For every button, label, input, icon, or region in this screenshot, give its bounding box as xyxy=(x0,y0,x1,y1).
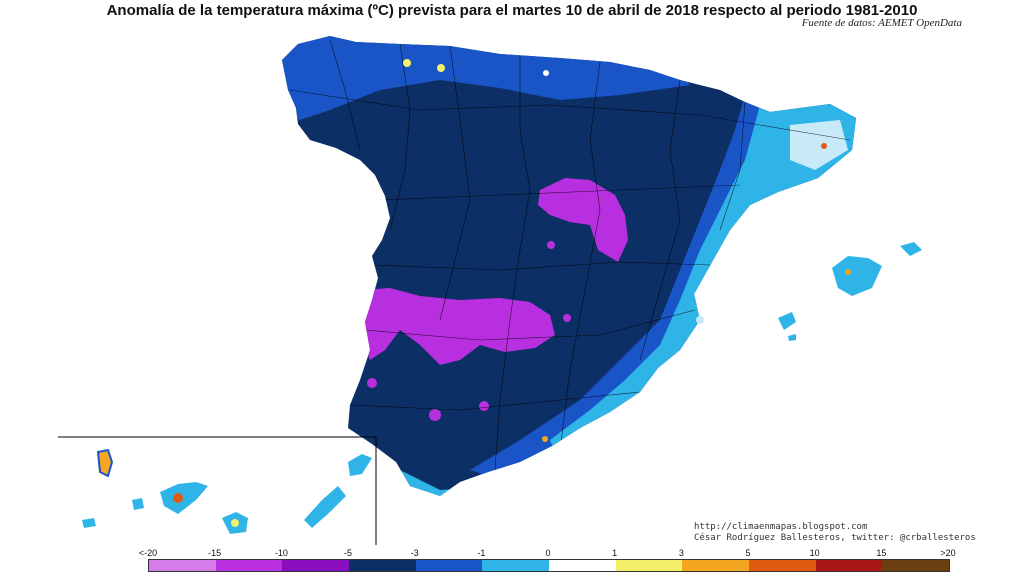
legend-swatch xyxy=(615,560,683,571)
balearic-islands xyxy=(778,242,922,341)
legend-swatch xyxy=(549,560,616,571)
tenerife xyxy=(160,482,208,514)
legend-label: >20 xyxy=(940,548,956,558)
legend-swatch xyxy=(882,560,950,571)
legend-labels: <-20 -15 -10 -5 -3 -1 0 1 3 5 10 15 >20 xyxy=(139,548,956,558)
legend-label: 0 xyxy=(545,548,551,558)
credits: http://climaenmapas.blogspot.com César R… xyxy=(694,522,976,544)
legend-label: -15 xyxy=(208,548,222,558)
legend-swatch xyxy=(282,560,350,571)
color-legend: <-20 -15 -10 -5 -3 -1 0 1 3 5 10 15 >20 xyxy=(139,548,956,574)
legend-label: -5 xyxy=(343,548,353,558)
legend-swatch xyxy=(215,560,283,571)
legend-label: 15 xyxy=(876,548,887,558)
ibiza xyxy=(778,312,796,330)
mallorca xyxy=(832,256,882,296)
lanzarote xyxy=(348,454,372,476)
legend-swatch xyxy=(349,560,416,571)
central-magenta-zone xyxy=(538,178,628,262)
canary-islands-inset xyxy=(58,436,377,545)
la-palma xyxy=(96,448,114,478)
legend-label: 5 xyxy=(745,548,751,558)
iberian-peninsula xyxy=(282,36,856,496)
credits-author: César Rodríguez Ballesteros, twitter: @c… xyxy=(694,533,976,543)
la-gomera xyxy=(132,498,144,510)
fuerteventura xyxy=(304,486,346,528)
legend-swatch xyxy=(149,560,216,571)
legend-label: <-20 xyxy=(138,548,158,558)
catalonia-light-zone xyxy=(790,120,848,170)
legend-swatch xyxy=(815,560,883,571)
legend-label: -10 xyxy=(274,548,288,558)
el-hierro xyxy=(82,518,96,528)
legend-label: 3 xyxy=(678,548,684,558)
southwest-magenta-zone xyxy=(360,288,555,365)
warm-spots xyxy=(403,59,827,442)
legend-label: -3 xyxy=(410,548,419,558)
legend-swatch xyxy=(482,560,550,571)
temperature-anomaly-map xyxy=(58,36,922,545)
menorca xyxy=(900,242,922,256)
legend-label: 10 xyxy=(809,548,820,558)
legend-label: 1 xyxy=(612,548,618,558)
legend-swatch xyxy=(749,560,816,571)
legend-bar xyxy=(148,559,950,572)
credits-url[interactable]: http://climaenmapas.blogspot.com xyxy=(694,522,868,532)
legend-swatch xyxy=(682,560,750,571)
legend-swatch xyxy=(415,560,483,571)
map-title: Anomalía de la temperatura máxima (ºC) p… xyxy=(106,2,918,19)
legend-label: -1 xyxy=(477,548,486,558)
data-source: Fuente de datos: AEMET OpenData xyxy=(801,17,962,29)
